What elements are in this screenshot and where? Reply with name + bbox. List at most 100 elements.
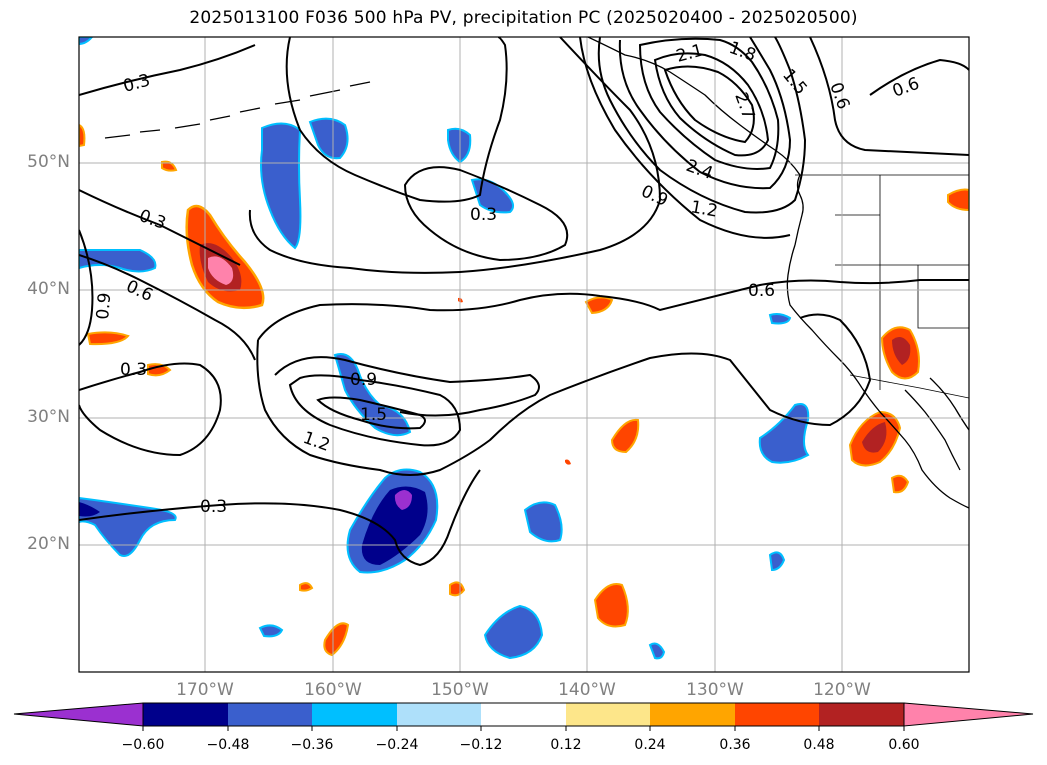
lon-label-120w: 120°W	[813, 680, 871, 700]
contour-label: 0.3	[120, 360, 147, 380]
contour-label: 0.9	[93, 292, 115, 321]
gridlines	[79, 37, 969, 672]
colorbar-outline	[142, 702, 905, 727]
lon-label-160w: 160°W	[304, 680, 362, 700]
colorbar-bin	[228, 703, 312, 726]
pv-contours	[79, 37, 969, 567]
colorbar-bin	[650, 703, 735, 726]
lon-label-130w: 130°W	[686, 680, 744, 700]
pv-contour	[316, 396, 426, 430]
neg-area	[79, 496, 177, 557]
contour-label: 0.3	[200, 497, 227, 517]
lon-label-150w: 150°W	[431, 680, 489, 700]
colorbar-tick-label: −0.36	[290, 737, 334, 753]
pv-contour	[79, 44, 256, 96]
pos-area	[161, 160, 178, 172]
pv-contour	[869, 58, 969, 96]
colorbar-tick-label: 0.60	[888, 737, 920, 753]
pv-contour	[79, 229, 94, 346]
contour-label: 0.3	[470, 205, 497, 225]
pos-area	[610, 418, 640, 454]
pos-area	[584, 296, 614, 315]
pv-contour	[579, 37, 791, 239]
contour-label: 0.9	[350, 370, 377, 390]
lat-label-20n: 20°N	[27, 534, 70, 554]
pos-area	[449, 581, 466, 597]
neg-area	[258, 624, 284, 638]
pos-area	[323, 622, 350, 657]
colorbar-tick-label: −0.60	[121, 737, 165, 753]
pos-area	[86, 331, 130, 346]
state-borders	[835, 175, 969, 390]
pv-contour	[285, 37, 508, 203]
pv-contour	[403, 166, 569, 262]
map-plot-area: 0.3 0.3 0.3 0.3 0.3 0.6 0.6 0.6 0.9 0.9 …	[79, 37, 969, 672]
colorbar-tick-label: 0.24	[634, 737, 666, 753]
colorbar-tick-label: −0.48	[206, 737, 250, 753]
pv-contour	[618, 37, 792, 190]
map-border	[78, 36, 970, 673]
neg-area-extreme	[394, 490, 412, 510]
pv-contour	[79, 254, 256, 361]
colorbar-bin	[735, 703, 819, 726]
lon-label-140w: 140°W	[558, 680, 616, 700]
lat-label-40n: 40°N	[27, 279, 70, 299]
colorbar-bin	[397, 703, 481, 726]
colorbar-tick-label: 0.36	[719, 737, 751, 753]
colorbar-tick-label: −0.12	[459, 737, 503, 753]
pv-contour	[274, 356, 540, 417]
pv-contour	[663, 65, 755, 144]
borders	[795, 174, 969, 399]
colorbar-bin	[819, 703, 904, 726]
pv-contour	[638, 37, 780, 170]
alaska-coast	[587, 37, 801, 176]
contour-label: 1.5	[360, 405, 387, 425]
colorbar-left-extend	[13, 702, 144, 727]
pv-contour	[288, 374, 462, 447]
lat-label-30n: 30°N	[27, 407, 70, 427]
colorbar-bin	[481, 703, 566, 726]
colorbar-bin	[143, 703, 228, 726]
contour-label: 1.2	[689, 197, 719, 221]
neg-area	[768, 551, 786, 572]
neg-area	[79, 249, 157, 273]
neg-area	[648, 642, 666, 660]
pos-area-extreme	[208, 256, 234, 285]
colorbar-tick-label: 0.48	[803, 737, 835, 753]
neg-area-strong	[79, 502, 100, 517]
lon-label-170w: 170°W	[176, 680, 234, 700]
neg-area	[758, 403, 810, 464]
colorbar	[13, 702, 1034, 731]
pv-contour	[79, 362, 222, 457]
pos-area	[593, 583, 629, 628]
neg-area	[333, 353, 412, 437]
pos-area-strong	[892, 336, 911, 365]
pv-contour	[248, 37, 662, 274]
neg-area	[523, 501, 563, 543]
pos-area-strong	[862, 422, 887, 453]
pos-area	[890, 474, 910, 494]
colorbar-bin	[312, 703, 397, 726]
colorbar-bin	[566, 703, 650, 726]
map-title: 2025013100 F036 500 hPa PV, precipitatio…	[189, 8, 858, 28]
neg-area	[768, 313, 792, 325]
pv-contour	[809, 37, 969, 156]
colorbar-tick-label: −0.24	[375, 737, 419, 753]
pos-area	[79, 123, 86, 148]
lat-label-50n: 50°N	[27, 152, 70, 172]
contour-label: 0.6	[748, 281, 775, 301]
canada-coast	[794, 174, 804, 246]
pv-contour	[79, 469, 481, 567]
colorbar-tick-label: 0.12	[550, 737, 582, 753]
pv-contour	[653, 52, 770, 157]
us-mexico-border	[849, 374, 969, 399]
colorbar-right-extend	[903, 702, 1034, 727]
pos-area	[565, 459, 571, 465]
neg-area	[483, 604, 544, 660]
neg-area	[308, 117, 349, 160]
negative-precip-shading	[79, 37, 810, 660]
aleutian-islands	[104, 81, 371, 139]
pv-contour	[256, 313, 872, 476]
pos-area	[947, 188, 969, 212]
